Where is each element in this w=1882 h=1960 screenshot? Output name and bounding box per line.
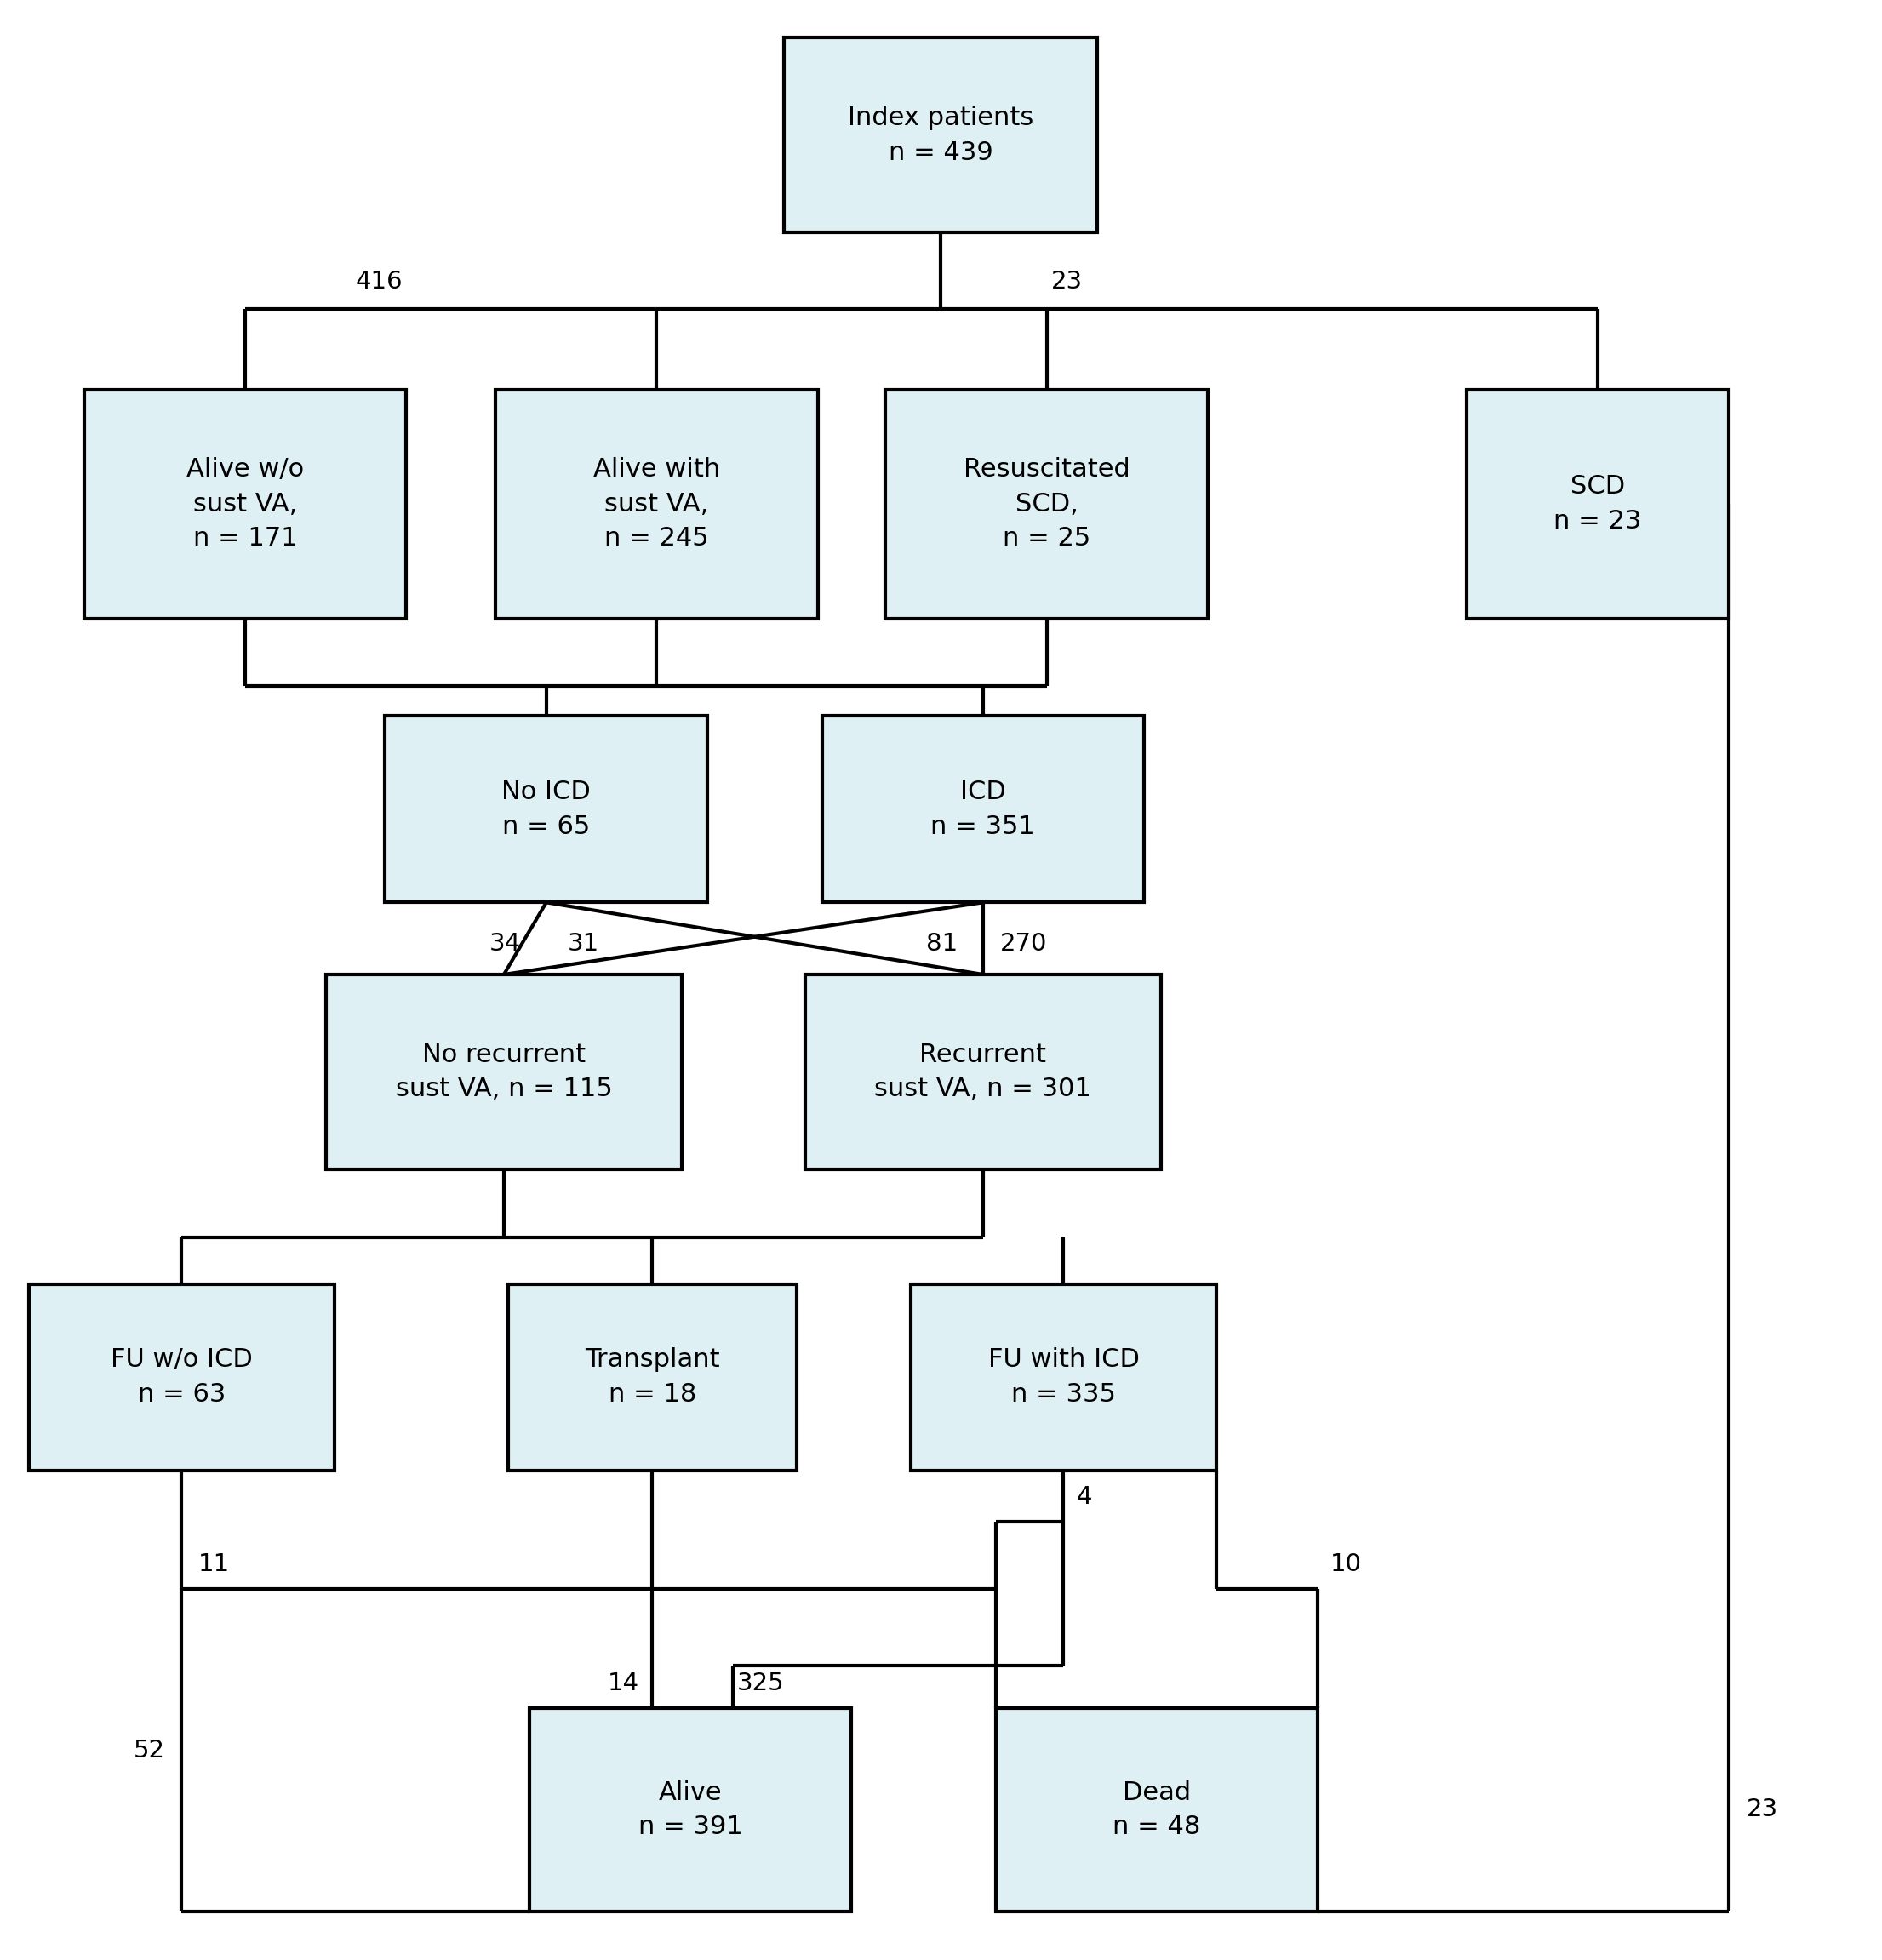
Text: 23: 23 bbox=[1050, 270, 1082, 294]
Text: Resuscitated
SCD,
n = 25: Resuscitated SCD, n = 25 bbox=[964, 457, 1129, 551]
Text: Transplant
n = 18: Transplant n = 18 bbox=[585, 1348, 719, 1407]
Text: 11: 11 bbox=[199, 1552, 230, 1576]
Text: ICD
n = 351: ICD n = 351 bbox=[932, 780, 1035, 839]
Text: No ICD
n = 65: No ICD n = 65 bbox=[502, 780, 591, 839]
Text: Index patients
n = 439: Index patients n = 439 bbox=[847, 106, 1033, 165]
FancyBboxPatch shape bbox=[1466, 390, 1730, 619]
Text: SCD
n = 23: SCD n = 23 bbox=[1555, 474, 1641, 533]
FancyBboxPatch shape bbox=[386, 715, 708, 902]
FancyBboxPatch shape bbox=[996, 1707, 1317, 1911]
Text: 10: 10 bbox=[1331, 1552, 1363, 1576]
Text: Recurrent
sust VA, n = 301: Recurrent sust VA, n = 301 bbox=[875, 1043, 1092, 1102]
Text: 52: 52 bbox=[134, 1739, 164, 1762]
Text: Dead
n = 48: Dead n = 48 bbox=[1112, 1780, 1201, 1838]
FancyBboxPatch shape bbox=[28, 1284, 335, 1470]
Text: 81: 81 bbox=[926, 933, 958, 956]
Text: Alive
n = 391: Alive n = 391 bbox=[638, 1780, 743, 1838]
Text: Alive with
sust VA,
n = 245: Alive with sust VA, n = 245 bbox=[593, 457, 721, 551]
Text: 416: 416 bbox=[356, 270, 403, 294]
FancyBboxPatch shape bbox=[911, 1284, 1216, 1470]
FancyBboxPatch shape bbox=[508, 1284, 796, 1470]
Text: FU w/o ICD
n = 63: FU w/o ICD n = 63 bbox=[111, 1348, 252, 1407]
Text: 325: 325 bbox=[738, 1672, 785, 1695]
FancyBboxPatch shape bbox=[495, 390, 817, 619]
FancyBboxPatch shape bbox=[885, 390, 1208, 619]
Text: FU with ICD
n = 335: FU with ICD n = 335 bbox=[988, 1348, 1139, 1407]
Text: 31: 31 bbox=[568, 933, 598, 956]
Text: 270: 270 bbox=[999, 933, 1046, 956]
Text: No recurrent
sust VA, n = 115: No recurrent sust VA, n = 115 bbox=[395, 1043, 612, 1102]
Text: 4: 4 bbox=[1077, 1486, 1092, 1509]
FancyBboxPatch shape bbox=[822, 715, 1144, 902]
Text: 23: 23 bbox=[1746, 1797, 1778, 1821]
FancyBboxPatch shape bbox=[326, 974, 681, 1170]
Text: 34: 34 bbox=[489, 933, 521, 956]
FancyBboxPatch shape bbox=[85, 390, 407, 619]
Text: Alive w/o
sust VA,
n = 171: Alive w/o sust VA, n = 171 bbox=[186, 457, 305, 551]
FancyBboxPatch shape bbox=[783, 37, 1097, 233]
Text: 14: 14 bbox=[608, 1672, 640, 1695]
FancyBboxPatch shape bbox=[529, 1707, 851, 1911]
FancyBboxPatch shape bbox=[805, 974, 1161, 1170]
